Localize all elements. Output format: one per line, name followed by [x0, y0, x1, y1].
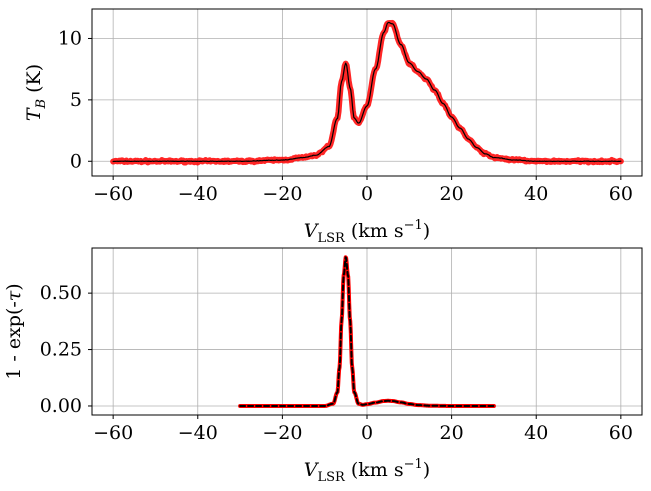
x-tick-label: 60 [609, 422, 633, 444]
y-tick-label: 0 [70, 150, 82, 172]
x-tick-label: 40 [524, 183, 548, 205]
x-tick-label: 20 [440, 183, 464, 205]
top-panel-tb: −60 −40 −20 0 20 40 60 0 5 10 VLSR (km s−1) TB (K) [23, 8, 643, 246]
x-tick-label: −60 [93, 422, 133, 444]
y-axis-label-tau: 1 - exp(-τ) [3, 283, 25, 379]
x-axis-label: VLSR (km s−1) [304, 457, 430, 485]
series-line-1 [239, 256, 495, 407]
y-tick-label: 0.00 [40, 395, 82, 417]
grid [92, 248, 642, 415]
x-tick-label: 20 [440, 422, 464, 444]
x-tick-label: 40 [524, 422, 548, 444]
x-tick-label: −40 [178, 183, 218, 205]
x-tick-label: −20 [262, 422, 302, 444]
series-line-1 [112, 21, 622, 163]
y-tick-label: 10 [58, 27, 82, 49]
x-tick-label: 0 [361, 422, 373, 444]
bottom-panel-absorption: −60 −40 −20 0 20 40 60 0.00 0.25 0.50 VLSR (km s−1… [3, 247, 643, 485]
x-tick-label: −40 [178, 422, 218, 444]
x-tick-label: −20 [262, 183, 302, 205]
y-tick-label: 0.50 [40, 282, 82, 304]
grid [92, 9, 642, 176]
x-tick-label: 60 [609, 183, 633, 205]
y-axis-label-tb: TB (K) [23, 64, 49, 121]
x-tick-label: 0 [361, 183, 373, 205]
y-tick-label: 0.25 [40, 339, 82, 361]
x-axis-label: VLSR (km s−1) [304, 218, 430, 246]
x-tick-label: −60 [93, 183, 133, 205]
y-tick-label: 5 [70, 89, 82, 111]
